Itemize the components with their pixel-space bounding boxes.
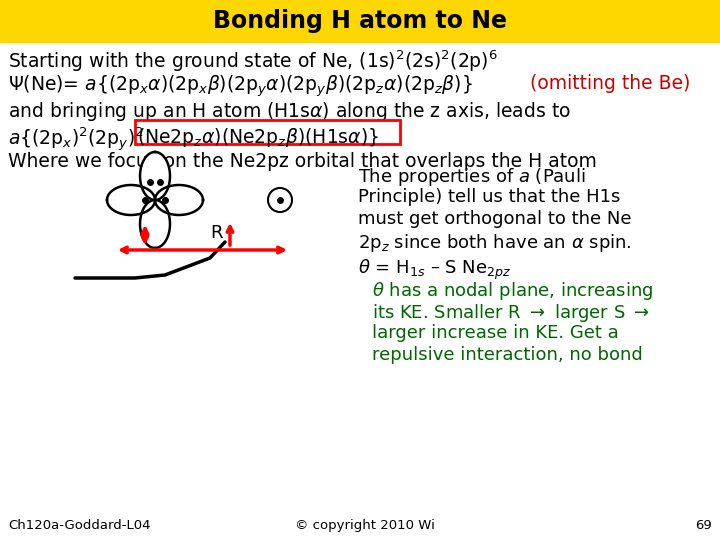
Polygon shape [140,152,170,200]
Text: $\Psi$(Ne)= $\mathit{a}${(2p$_x\alpha$)(2p$_x\beta$)(2p$_y\alpha$)(2p$_y\beta$)(: $\Psi$(Ne)= $\mathit{a}${(2p$_x\alpha$)(… [8,74,472,99]
Text: (Ne2p$_z\alpha$)(Ne2p$_z\beta$)(H1s$\alpha$)}: (Ne2p$_z\alpha$)(Ne2p$_z\beta$)(H1s$\alp… [137,126,379,149]
Text: $\theta$ = H$_{1s}$ – S Ne$_{2pz}$: $\theta$ = H$_{1s}$ – S Ne$_{2pz}$ [358,258,511,282]
Text: larger increase in KE. Get a: larger increase in KE. Get a [372,324,618,342]
Text: The properties of $\mathit{a}$ (Pauli: The properties of $\mathit{a}$ (Pauli [358,166,585,188]
Text: R: R [210,224,222,242]
Polygon shape [155,185,203,215]
Text: repulsive interaction, no bond: repulsive interaction, no bond [372,346,643,364]
Text: Where we focus on the Ne2pz orbital that overlaps the H atom: Where we focus on the Ne2pz orbital that… [8,152,597,171]
Bar [0,0,720,42]
Text: must get orthogonal to the Ne: must get orthogonal to the Ne [358,210,631,228]
Bar [135,120,400,144]
Text: its KE. Smaller R $\rightarrow$ larger S $\rightarrow$: its KE. Smaller R $\rightarrow$ larger S… [372,302,650,324]
Text: Principle) tell us that the H1s: Principle) tell us that the H1s [358,188,621,206]
Circle shape [268,188,292,212]
Text: © copyright 2010 Wi: © copyright 2010 Wi [295,519,435,532]
Polygon shape [107,185,155,215]
Text: and bringing up an H atom (H1s$\alpha$) along the z axis, leads to: and bringing up an H atom (H1s$\alpha$) … [8,100,571,123]
Text: Bonding H atom to Ne: Bonding H atom to Ne [213,9,507,33]
Text: $\mathit{a}${(2p$_x$)$^2$(2p$_y$)$^2$: $\mathit{a}${(2p$_x$)$^2$(2p$_y$)$^2$ [8,126,144,154]
Text: $\theta$ has a nodal plane, increasing: $\theta$ has a nodal plane, increasing [372,280,653,302]
Text: Starting with the ground state of Ne, (1s)$^2$(2s)$^2$(2p)$^6$: Starting with the ground state of Ne, (1… [8,48,498,73]
Text: 2p$_z$ since both have an $\alpha$ spin.: 2p$_z$ since both have an $\alpha$ spin. [358,232,631,254]
Text: (omitting the Be): (omitting the Be) [530,74,690,93]
Text: Ch120a-Goddard-L04: Ch120a-Goddard-L04 [8,519,150,532]
Text: 69: 69 [696,519,712,532]
Polygon shape [140,200,170,248]
